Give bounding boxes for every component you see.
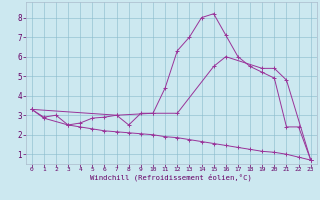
X-axis label: Windchill (Refroidissement éolien,°C): Windchill (Refroidissement éolien,°C) [90,174,252,181]
